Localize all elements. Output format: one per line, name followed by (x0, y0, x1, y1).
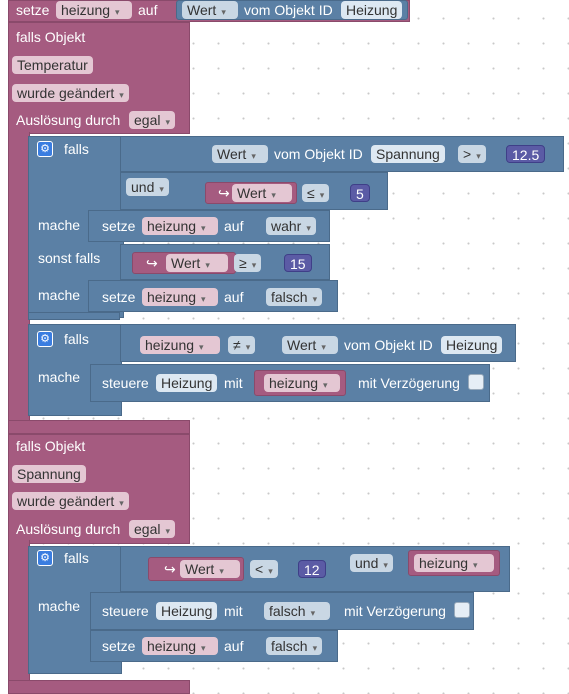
number-field[interactable]: 12.5 (506, 145, 546, 163)
gear-icon[interactable]: ⚙ (37, 331, 53, 347)
mit-label: mit (224, 603, 243, 619)
gear-icon[interactable]: ⚙ (37, 141, 53, 157)
und-dropdown[interactable]: und ▾ (126, 178, 169, 196)
arrow-icon: ↪ (164, 561, 176, 577)
object-field[interactable]: Heizung (156, 374, 218, 392)
trigger-1-footer (8, 420, 190, 434)
auf-label: auf (224, 638, 244, 654)
falls-label: falls (64, 550, 89, 566)
delay-checkbox[interactable] (468, 374, 484, 390)
object-field[interactable]: Temperatur (12, 56, 93, 74)
sonst-falls-label: sonst falls (38, 250, 101, 266)
falls-objekt-label: falls Objekt (16, 29, 86, 45)
wert-dropdown[interactable]: Wert ▾ (282, 336, 338, 354)
bool-dropdown[interactable]: wahr ▾ (266, 217, 316, 235)
setze-label: setze (102, 638, 136, 654)
compare-dropdown[interactable]: < ▾ (250, 560, 278, 578)
var-dropdown[interactable]: heizung ▾ (142, 217, 218, 235)
changed-dropdown[interactable]: wurde geändert ▾ (12, 84, 129, 102)
object-id-field[interactable]: Heizung (341, 1, 403, 19)
var-dropdown[interactable]: heizung ▾ (142, 637, 218, 655)
object-field[interactable]: Heizung (156, 602, 218, 620)
object-id-field[interactable]: Spannung (371, 145, 445, 163)
falls-label: falls (64, 141, 89, 157)
setze-label: setze (102, 218, 136, 234)
delay-checkbox[interactable] (454, 602, 470, 618)
var-dropdown[interactable]: heizung ▾ (264, 374, 340, 392)
wert-dropdown[interactable]: Wert ▾ (166, 254, 228, 272)
falls-label: falls (64, 331, 89, 347)
wert-dropdown[interactable]: Wert ▾ (182, 1, 238, 19)
trigger-1-spine (8, 132, 30, 422)
object-id-field[interactable]: Heizung (441, 336, 503, 354)
vom-label: vom Objekt ID (244, 2, 333, 18)
ausloesung-label: Auslösung durch (16, 521, 121, 537)
und-dropdown[interactable]: und ▾ (350, 554, 393, 572)
changed-dropdown[interactable]: wurde geändert ▾ (12, 492, 129, 510)
bool-dropdown[interactable]: falsch ▾ (266, 637, 323, 655)
gear-icon[interactable]: ⚙ (37, 550, 53, 566)
mit-label: mit (224, 375, 243, 391)
var-dropdown[interactable]: heizung ▾ (140, 336, 220, 354)
egal-dropdown[interactable]: egal ▾ (129, 111, 175, 129)
steuere-label: steuere (102, 375, 149, 391)
var-dropdown[interactable]: heizung ▾ (142, 288, 218, 306)
mache-label: mache (38, 287, 81, 303)
compare-dropdown[interactable]: ≠ ▾ (228, 336, 256, 354)
if-1-cond-row (120, 136, 564, 172)
wert-dropdown[interactable]: Wert ▾ (212, 145, 268, 163)
steuere-label: steuere (102, 603, 149, 619)
trigger-2-spine (8, 540, 30, 682)
var-dropdown[interactable]: heizung ▾ (414, 554, 494, 572)
arrow-icon: ↪ (146, 255, 158, 271)
verzoegerung-label: mit Verzögerung (344, 603, 446, 619)
arrow-icon: ↪ (218, 185, 230, 201)
falls-objekt-label: falls Objekt (16, 438, 86, 454)
if-1-footer (28, 312, 120, 320)
compare-dropdown[interactable]: ≥ ▾ (234, 254, 262, 272)
vom-label: vom Objekt ID (274, 146, 363, 162)
mache-label: mache (38, 217, 81, 233)
auf-label: auf (224, 289, 244, 305)
auf-label: auf (224, 218, 244, 234)
wert-dropdown[interactable]: Wert ▾ (180, 560, 240, 578)
verzoegerung-label: mit Verzögerung (358, 375, 460, 391)
number-field[interactable]: 15 (284, 254, 312, 272)
var-dropdown[interactable]: heizung ▾ (56, 1, 132, 19)
trigger-2-footer (8, 680, 190, 694)
mache-label: mache (38, 598, 81, 614)
bool-dropdown[interactable]: falsch ▾ (264, 602, 330, 620)
number-field[interactable]: 12 (298, 560, 326, 578)
wert-dropdown[interactable]: Wert ▾ (232, 184, 292, 202)
compare-dropdown[interactable]: > ▾ (458, 145, 486, 163)
ausloesung-label: Auslösung durch (16, 112, 121, 128)
number-field[interactable]: 5 (350, 184, 370, 202)
mache-label: mache (38, 369, 81, 385)
bool-dropdown[interactable]: falsch ▾ (266, 288, 323, 306)
egal-dropdown[interactable]: egal ▾ (129, 520, 175, 538)
compare-dropdown[interactable]: ≤ ▾ (302, 184, 330, 202)
setze-label: setze (16, 2, 50, 18)
setze-label: setze (102, 289, 136, 305)
vom-label: vom Objekt ID (344, 337, 433, 353)
auf-label: auf (138, 2, 158, 18)
object-field[interactable]: Spannung (12, 465, 86, 483)
